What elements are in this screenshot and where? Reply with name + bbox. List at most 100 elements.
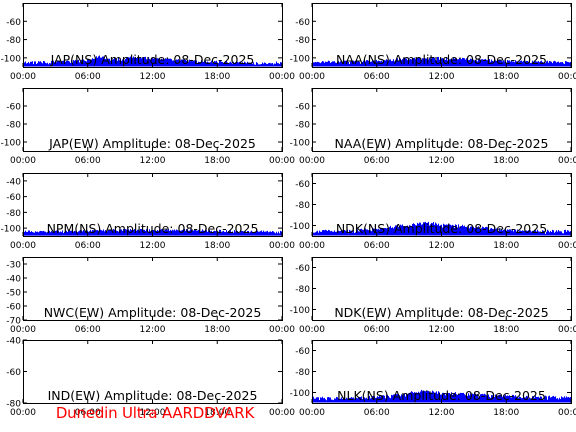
x-tick-label: 00:00	[10, 325, 36, 335]
x-tick-label: 12:00	[429, 408, 455, 418]
signal-series-1	[24, 55, 282, 67]
chart-panel-3: 00:00 06:00 12:00 18:00 00:00 -100 -80 -60 JAP(E…	[1, 88, 295, 166]
y-tick-label: -40	[6, 275, 21, 285]
y-tick-label: -60	[295, 180, 310, 190]
x-tick-label: 06:00	[364, 241, 390, 251]
x-tick-label: 00:00	[10, 241, 36, 251]
x-tick-label: 00:00	[299, 156, 325, 166]
y-tick-label: -100	[1, 225, 22, 235]
x-tick-label: 18:00	[493, 156, 519, 166]
x-tick-label: 12:00	[140, 325, 166, 335]
signal-series-10	[313, 389, 571, 403]
panel-title: NDK(NS) Amplitude: 08-Dec-2025	[336, 221, 547, 236]
panel-title: JAP(NS) Amplitude: 08-Dec-2025	[50, 52, 255, 67]
x-tick-label: 18:00	[493, 325, 519, 335]
x-tick-label: 18:00	[204, 156, 230, 166]
y-tick-label: -100	[290, 222, 311, 232]
y-tick-label: -100	[290, 54, 311, 64]
chart-panel-6: 00:00 06:00 12:00 18:00 00:00 -100 -80 -60 NDK(N…	[290, 173, 576, 251]
y-tick-label: -100	[1, 54, 22, 64]
x-tick-label: 06:00	[75, 241, 101, 251]
x-tick-label: 00:00	[269, 72, 295, 82]
panel-title: JAP(EW) Amplitude: 08-Dec-2025	[48, 136, 256, 151]
x-tick-label: 00:00	[558, 325, 576, 335]
x-tick-label: 00:00	[558, 72, 576, 82]
chart-panel-8: 00:00 06:00 12:00 18:00 00:00 -100 -80 -60 NDK(E…	[290, 257, 576, 335]
x-tick-label: 06:00	[75, 408, 101, 418]
y-tick-label: -60	[6, 303, 21, 313]
y-tick-label: -60	[6, 103, 21, 113]
y-tick-label: -60	[295, 347, 310, 357]
x-tick-label: 00:00	[558, 156, 576, 166]
x-tick-label: 12:00	[140, 72, 166, 82]
y-tick-label: -80	[295, 121, 310, 131]
panel-title: NPM(NS) Amplitude: 08-Dec-2025	[47, 221, 259, 236]
x-tick-label: 12:00	[429, 241, 455, 251]
x-tick-label: 12:00	[429, 156, 455, 166]
x-tick-label: 00:00	[558, 241, 576, 251]
x-tick-label: 12:00	[140, 408, 166, 418]
panel-title: IND(EW) Amplitude: 08-Dec-2025	[48, 388, 258, 403]
chart-panel-1: 00:00 06:00 12:00 18:00 00:00 -100 -80 -60 JAP(N…	[1, 3, 295, 82]
y-tick-label: -100	[290, 139, 311, 149]
signal-series-5	[24, 228, 282, 236]
y-tick-label: -80	[6, 400, 21, 410]
y-tick-label: -60	[6, 18, 21, 28]
chart-panel-5: 00:00 06:00 12:00 18:00 00:00 -100 -80 -60 -40 NP…	[1, 173, 295, 251]
x-tick-label: 00:00	[269, 408, 295, 418]
y-tick-label: -70	[6, 317, 21, 327]
x-tick-label: 06:00	[75, 325, 101, 335]
y-tick-label: -80	[295, 285, 310, 295]
x-tick-label: 18:00	[493, 408, 519, 418]
y-tick-label: -60	[295, 264, 310, 274]
x-tick-label: 12:00	[140, 241, 166, 251]
x-tick-label: 00:00	[10, 156, 36, 166]
chart-panel-4: 00:00 06:00 12:00 18:00 00:00 -100 -80 -60 NAA(E…	[290, 88, 576, 166]
panel-title: NAA(EW) Amplitude: 08-Dec-2025	[335, 136, 549, 151]
x-tick-label: 12:00	[429, 325, 455, 335]
y-tick-label: -80	[6, 36, 21, 46]
x-tick-label: 00:00	[299, 408, 325, 418]
y-tick-label: -60	[6, 368, 21, 378]
x-tick-label: 00:00	[558, 408, 576, 418]
x-tick-label: 18:00	[204, 408, 230, 418]
chart-panel-10: 00:00 06:00 12:00 18:00 00:00 -100 -80 -60 NLK(N…	[290, 340, 576, 418]
signal-series-2	[313, 56, 571, 67]
x-tick-label: 06:00	[75, 72, 101, 82]
x-tick-label: 18:00	[493, 241, 519, 251]
y-tick-label: -100	[290, 389, 311, 399]
y-tick-label: -80	[6, 121, 21, 131]
y-tick-label: -60	[295, 103, 310, 113]
x-tick-label: 00:00	[10, 72, 36, 82]
x-tick-label: 00:00	[269, 325, 295, 335]
y-tick-label: -100	[1, 139, 22, 149]
y-tick-label: -80	[295, 368, 310, 378]
x-tick-label: 18:00	[204, 325, 230, 335]
panel-title: NAA(NS) Amplitude: 08-Dec-2025	[336, 52, 547, 67]
panel-title: NLK(NS) Amplitude: 08-Dec-2025	[337, 388, 546, 403]
x-tick-label: 00:00	[299, 241, 325, 251]
x-tick-label: 12:00	[429, 72, 455, 82]
x-tick-label: 06:00	[75, 156, 101, 166]
footer-label: Dunedin Ultra AARDDVARK	[55, 404, 255, 422]
y-tick-label: -80	[295, 36, 310, 46]
x-tick-label: 18:00	[204, 241, 230, 251]
y-tick-label: -40	[6, 337, 21, 347]
x-tick-label: 00:00	[269, 241, 295, 251]
x-tick-label: 06:00	[364, 325, 390, 335]
y-tick-label: -30	[6, 261, 21, 271]
x-tick-label: 06:00	[364, 156, 390, 166]
x-tick-label: 00:00	[299, 325, 325, 335]
chart-panel-7: 00:00 06:00 12:00 18:00 00:00-70-60-50-40-30…	[6, 257, 295, 335]
x-tick-label: 00:00	[299, 72, 325, 82]
panel-title: NWC(EW) Amplitude: 08-Dec-2025	[44, 305, 262, 320]
x-tick-label: 18:00	[493, 72, 519, 82]
y-tick-label: -60	[295, 18, 310, 28]
y-tick-label: -100	[290, 306, 311, 316]
x-tick-label: 18:00	[204, 72, 230, 82]
chart-panel-9: 00:00 06:00 12:00 18:00 00:00-80-60-40IND(EW…	[6, 337, 295, 419]
x-tick-label: 00:00	[10, 408, 36, 418]
y-tick-label: -40	[6, 177, 21, 187]
y-tick-label: -80	[6, 209, 21, 219]
x-tick-label: 06:00	[364, 408, 390, 418]
